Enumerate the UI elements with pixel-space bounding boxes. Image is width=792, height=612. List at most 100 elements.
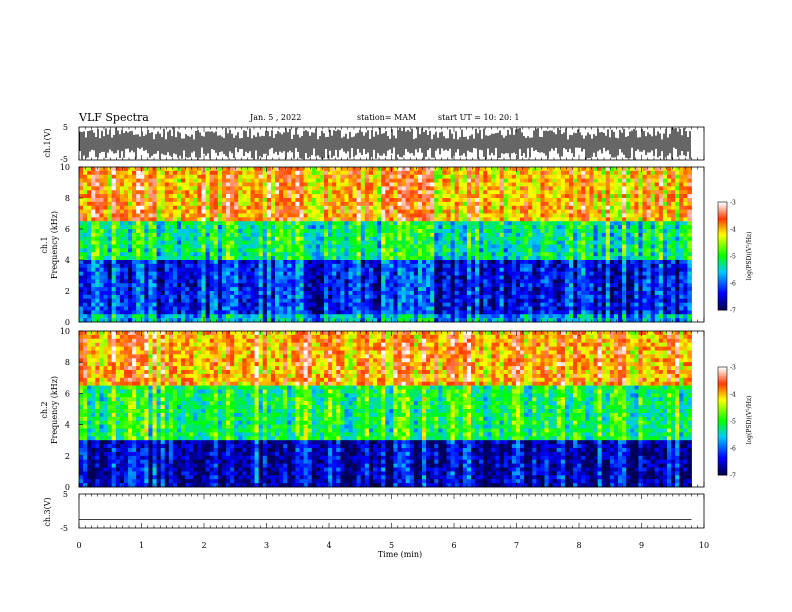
spectrogram-cell (658, 279, 664, 284)
spectrogram-cell (552, 182, 558, 187)
spectrogram-cell (230, 263, 235, 269)
spectrogram-cell (560, 283, 566, 288)
spectrogram-cell (217, 205, 223, 211)
spectrogram-cell (536, 221, 541, 226)
spectrogram-cell (577, 186, 582, 191)
spectrogram-cell (667, 252, 672, 257)
spectrogram-cell (136, 221, 141, 226)
spectrogram-cell (569, 174, 574, 180)
spectrogram-cell (675, 240, 680, 245)
spectrogram-cell (458, 170, 464, 176)
spectrogram-cell (597, 201, 603, 207)
spectrogram-cell (650, 225, 656, 230)
spectrogram-cell (422, 217, 427, 222)
spectrogram-cell (340, 221, 345, 226)
spectrogram-cell (564, 263, 570, 269)
spectrogram-cell (348, 248, 353, 253)
spectrogram-cell (430, 182, 435, 187)
spectrogram-cell (99, 263, 104, 269)
spectrogram-cell (348, 271, 353, 276)
spectrogram-cell (128, 170, 133, 176)
spectrogram-cell (417, 279, 423, 284)
spectrogram-cell (291, 167, 296, 172)
spectrogram-cell (581, 240, 586, 245)
spectrogram-cell (401, 260, 407, 265)
spectrogram-cell (336, 275, 341, 280)
spectrogram-cell (536, 244, 541, 249)
spectrogram-cell (650, 217, 656, 222)
spectrogram-cell (132, 283, 137, 288)
spectrogram-cell (160, 287, 166, 292)
spectrogram-cell (687, 170, 692, 176)
spectrogram-cell (564, 213, 570, 218)
spectrogram-cell (471, 279, 476, 284)
spectrogram-cell (654, 174, 660, 180)
spectrogram-cell (238, 190, 243, 195)
spectrogram-cell (597, 198, 603, 203)
spectrogram-cell (99, 279, 104, 284)
spectrogram-cell (132, 279, 137, 284)
spectrogram-cell (91, 244, 96, 249)
spectrogram-cell (177, 186, 182, 191)
spectrogram-cell (569, 221, 574, 226)
spectrogram-cell (536, 236, 541, 242)
spectrogram-cell (287, 201, 292, 207)
spectrogram-cell (128, 217, 133, 222)
spectrogram-cell (511, 225, 517, 230)
spectrogram-cell (511, 279, 517, 284)
spectrogram-cell (475, 205, 480, 211)
spectrogram-cell (662, 229, 668, 234)
spectrogram-cell (552, 244, 558, 249)
spectrogram-cell (115, 232, 121, 238)
spectrogram-cell (671, 256, 676, 261)
spectrogram-cell (540, 198, 545, 203)
spectrogram-cell (503, 201, 509, 207)
spectrogram-cell (356, 170, 362, 176)
spectrogram-cell (103, 260, 108, 265)
spectrogram-cell (95, 170, 100, 176)
spectrogram-cell (548, 252, 554, 257)
spectrogram-cell (250, 229, 255, 234)
spectrogram-cell (450, 225, 456, 230)
spectrogram-cell (634, 209, 639, 214)
spectrogram-cell (471, 213, 476, 218)
spectrogram-cell (585, 229, 590, 234)
spectrogram-cell (446, 182, 451, 187)
spectrogram-cell (507, 217, 513, 222)
spectrogram-cell (393, 201, 398, 207)
spectrogram-cell (454, 182, 460, 187)
spectrogram-cell (299, 194, 304, 199)
spectrogram-cell (548, 256, 554, 261)
spectrogram-cell (422, 248, 427, 253)
spectrogram-cell (622, 252, 627, 257)
spectrogram-cell (397, 275, 402, 280)
spectrogram-cell (560, 232, 566, 238)
spectrogram-cell (618, 267, 623, 273)
spectrogram-cell (556, 174, 562, 180)
spectrogram-cell (503, 209, 509, 214)
spectrogram-cell (654, 232, 660, 238)
spectrogram-cell (181, 287, 186, 292)
spectrogram-cell (642, 178, 647, 183)
spectrogram-cell (168, 256, 174, 261)
spectrogram-cell (569, 260, 574, 265)
spectrogram-cell (270, 229, 276, 234)
spectrogram-cell (532, 225, 537, 230)
spectrogram-cell (368, 225, 374, 230)
spectrogram-cell (520, 217, 525, 222)
spectrogram-cell (450, 256, 456, 261)
spectrogram-cell (377, 252, 382, 257)
spectrogram-cell (209, 186, 215, 191)
spectrogram-cell (111, 229, 117, 234)
spectrogram-cell (409, 209, 415, 214)
spectrogram-cell (152, 174, 157, 180)
spectrogram-cell (311, 267, 317, 273)
spectrogram-cell (422, 283, 427, 288)
spectrogram-cell (393, 205, 398, 211)
spectrogram-cell (238, 263, 243, 269)
spectrogram-cell (307, 205, 313, 211)
spectrogram-cell (299, 263, 304, 269)
spectrogram-cell (299, 198, 304, 203)
spectrogram-cell (185, 260, 190, 265)
spectrogram-cell (91, 275, 96, 280)
